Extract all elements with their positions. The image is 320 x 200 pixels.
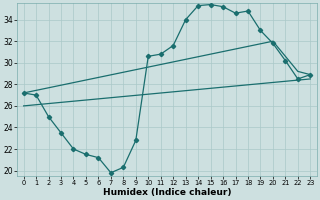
X-axis label: Humidex (Indice chaleur): Humidex (Indice chaleur) xyxy=(103,188,231,197)
